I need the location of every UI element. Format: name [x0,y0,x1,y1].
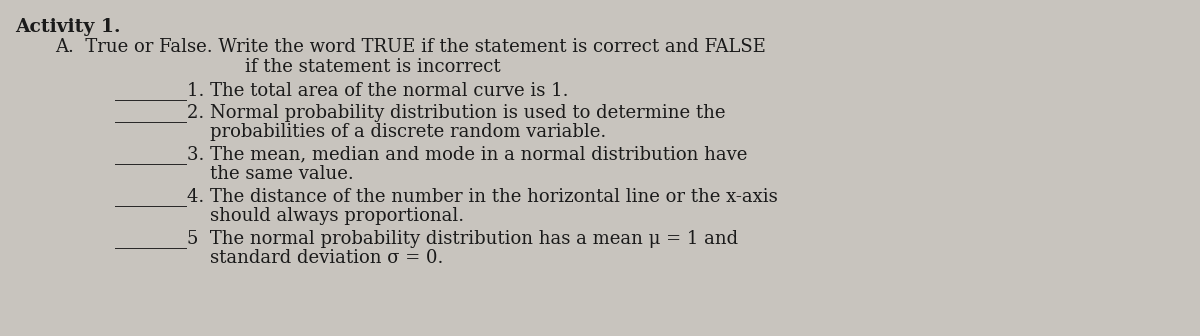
Text: ________2. Normal probability distribution is used to determine the: ________2. Normal probability distributi… [115,103,726,122]
Text: Activity 1.: Activity 1. [14,18,120,36]
Text: probabilities of a discrete random variable.: probabilities of a discrete random varia… [210,123,606,141]
Text: the same value.: the same value. [210,165,354,183]
Text: ________3. The mean, median and mode in a normal distribution have: ________3. The mean, median and mode in … [115,145,748,164]
Text: standard deviation σ = 0.: standard deviation σ = 0. [210,249,443,267]
Text: ________4. The distance of the number in the horizontal line or the x-axis: ________4. The distance of the number in… [115,187,778,206]
Text: should always proportional.: should always proportional. [210,207,464,225]
Text: ________5  The normal probability distribution has a mean μ = 1 and: ________5 The normal probability distrib… [115,229,738,248]
Text: ________1. The total area of the normal curve is 1.: ________1. The total area of the normal … [115,81,569,100]
Text: A.  True or False. Write the word TRUE if the statement is correct and FALSE: A. True or False. Write the word TRUE if… [55,38,766,56]
Text: if the statement is incorrect: if the statement is incorrect [245,58,500,76]
